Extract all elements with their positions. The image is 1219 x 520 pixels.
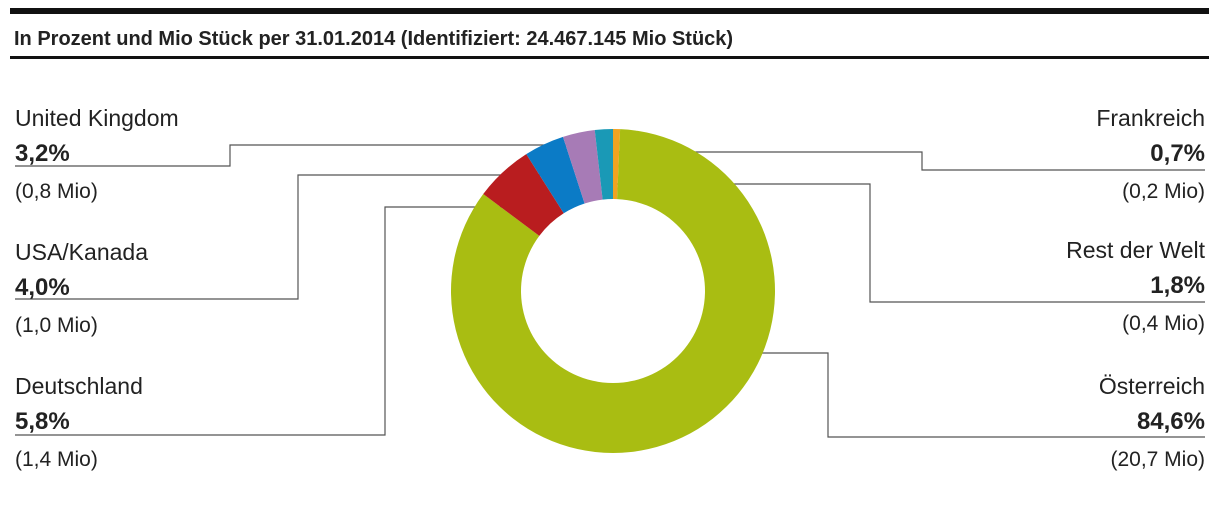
leader-line <box>607 151 1205 171</box>
category-label: Deutschland <box>15 373 143 399</box>
value-label: 5,8% <box>15 408 70 435</box>
sub-label: (0,2 Mio) <box>1122 180 1205 203</box>
value-label: 1,8% <box>1150 272 1205 299</box>
slice <box>613 129 621 200</box>
leader-line <box>15 144 570 167</box>
donut <box>451 129 775 453</box>
value-label: 3,2% <box>15 140 70 167</box>
leader-line <box>15 206 522 436</box>
value-label: 0,7% <box>1150 140 1205 167</box>
slice <box>594 129 613 200</box>
header-bar <box>10 8 1209 14</box>
leader-lines <box>15 144 1205 438</box>
category-label: USA/Kanada <box>15 239 148 265</box>
sub-label: (1,0 Mio) <box>15 314 98 337</box>
category-label: Österreich <box>1099 373 1205 399</box>
value-label: 4,0% <box>15 274 70 301</box>
slice <box>526 136 585 214</box>
sub-label: (1,4 Mio) <box>15 448 98 471</box>
leader-line <box>725 352 1205 438</box>
sub-label: (0,4 Mio) <box>1122 312 1205 335</box>
category-label: Rest der Welt <box>1066 237 1206 263</box>
leader-line <box>15 174 550 300</box>
sub-label: (0,8 Mio) <box>15 180 98 203</box>
slice <box>483 154 564 236</box>
category-label: United Kingdom <box>15 105 179 131</box>
category-label: Frankreich <box>1096 105 1205 131</box>
header-rule <box>10 56 1209 59</box>
slice <box>562 130 603 204</box>
slice <box>451 129 775 453</box>
value-label: 84,6% <box>1137 408 1205 435</box>
sub-label: (20,7 Mio) <box>1110 448 1205 471</box>
leader-line <box>605 183 1205 303</box>
chart-title: In Prozent und Mio Stück per 31.01.2014 … <box>14 28 733 50</box>
